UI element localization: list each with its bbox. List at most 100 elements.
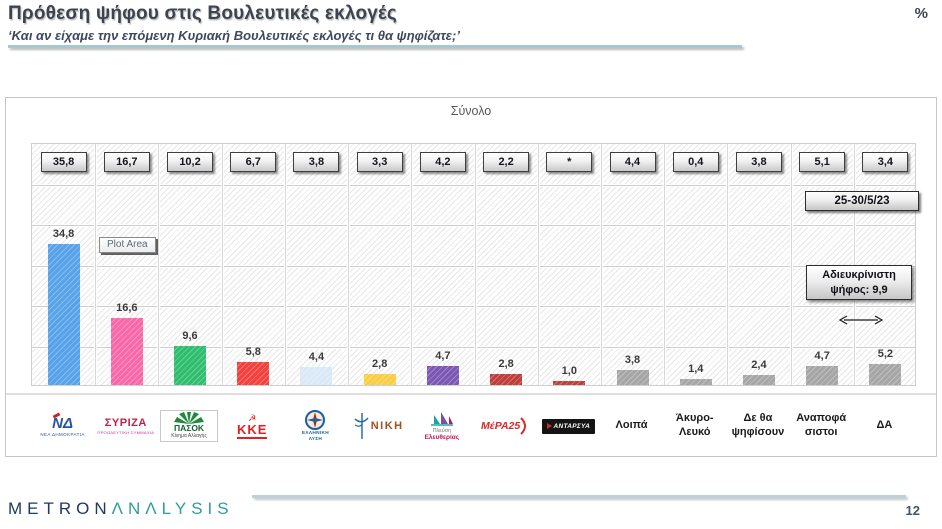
nd-logo-text: ΝΔ [52, 412, 73, 431]
header-value-box[interactable]: 4,2 [419, 152, 466, 172]
bar-11[interactable] [679, 379, 712, 385]
page-subtitle: ‘Και αν είχαμε την επόμενη Κυριακή Βουλε… [8, 28, 460, 43]
bar-10[interactable] [616, 369, 649, 385]
bar-8[interactable] [490, 373, 523, 385]
category-label-line: ψηφίσουν [731, 426, 785, 438]
pasok-sun-icon [174, 411, 205, 424]
bar-value-label: 2,8 [372, 357, 388, 370]
page-title: Πρόθεση ψήφου στις Βουλευτικές εκλογές [8, 3, 397, 24]
plot-area[interactable]: 25-30/5/23 Αδιευκρίνιστη ψήφος: 9,9 Plot… [31, 143, 919, 386]
plefsi-caption-2: Ελευθερίας [424, 433, 460, 441]
header-value-box[interactable]: 35,8 [40, 152, 87, 172]
kke-hammer-sickle-icon: ☭ [248, 412, 257, 423]
subtitle-rule [8, 45, 742, 48]
party-logo-cell: ☭ ΚΚΕ [221, 398, 284, 454]
bar-3[interactable] [174, 346, 207, 385]
bar-7[interactable] [426, 366, 459, 385]
brand-analysis: ΛNΛLYSIS [111, 499, 234, 518]
niki-logo: ΝΙΚΗ [354, 413, 404, 439]
gridline-vertical [158, 144, 160, 385]
plefsi-caption-1: Πλεύση [432, 427, 452, 434]
party-logo-cell: ΝΔ ΝΕΑ ΔΗΜΟΚΡΑΤΙΑ [31, 398, 94, 454]
bar-14[interactable] [869, 363, 902, 385]
chart-container[interactable]: Σύνολο 25-30/5/23 Αδιευκρίνιστη ψήφος: 9… [5, 97, 937, 457]
party-logo-cell: ΣΥΡΙΖΑ ΠΡΟΟΔΕΥΤΙΚΗ ΣΥΜΜΑΧΙΑ [94, 398, 157, 454]
header-value-box[interactable]: 16,7 [103, 152, 150, 172]
kke-logo-text: ΚΚΕ [237, 421, 268, 437]
header-value-box[interactable]: 3,3 [356, 152, 403, 172]
bar-value-label: 2,8 [498, 357, 514, 370]
category-label-line: Λευκό [679, 426, 711, 438]
gridline-vertical [95, 144, 97, 385]
metron-analysis-logo: METRONΛNΛLYSIS [8, 500, 234, 517]
kke-underline [237, 436, 268, 439]
bar-value-label: 2,4 [751, 359, 767, 372]
date-box[interactable]: 25-30/5/23 [805, 191, 919, 211]
category-label: Δε θα ψηφίσουν [726, 398, 789, 454]
syriza-caption: ΠΡΟΟΔΕΥΤΙΚΗ ΣΥΜΜΑΧΙΑ [97, 429, 155, 435]
category-label: ΔΑ [853, 398, 916, 454]
gridline-horizontal [32, 265, 915, 267]
nd-accent-mark [52, 412, 61, 418]
header-value-box[interactable]: 10,2 [167, 152, 214, 172]
category-label-line: Αναποφά [796, 412, 847, 425]
bar-value-label: 4,7 [435, 350, 451, 362]
gridline-vertical [284, 144, 286, 385]
gridline-horizontal [32, 225, 915, 226]
mera25-logo: ΜέΡΑ25 [481, 417, 529, 435]
undecided-line-2: ψήφος: 9,9 [830, 283, 888, 296]
bar-6[interactable] [363, 373, 396, 385]
bar-9[interactable] [553, 380, 586, 385]
bar-value-label: 4,4 [308, 351, 325, 364]
gridline-horizontal [32, 184, 915, 186]
group-label: Σύνολο [450, 104, 492, 118]
header-value-box[interactable]: 3,8 [293, 152, 340, 172]
undecided-line-1: Αδιευκρίνιστη [822, 269, 896, 282]
double-arrow-icon [838, 315, 884, 325]
niki-logo-text: ΝΙΚΗ [370, 420, 404, 432]
bar-5[interactable] [300, 367, 333, 385]
gridline-vertical [664, 144, 666, 385]
header-value-box[interactable]: 6,7 [230, 152, 277, 172]
plot-area-tooltip: Plot Area [99, 237, 156, 253]
header-value-box[interactable]: 2,2 [483, 152, 530, 172]
header-value-box[interactable]: * [546, 152, 593, 172]
bar-value-label: 1,4 [688, 363, 704, 376]
page-number: 12 [905, 503, 920, 518]
category-label-line: σιστοι [804, 426, 838, 438]
bar-12[interactable] [742, 375, 775, 385]
pasok-logo: ΠΑΣΟΚ Κίνημα Αλλαγής [160, 409, 219, 443]
plefsi-ship-icon [430, 411, 453, 426]
unit-symbol: % [914, 5, 928, 22]
gridline-vertical [411, 144, 413, 385]
bar-value-label: 16,6 [116, 301, 138, 314]
antarsya-logo-text: ΑΝΤΑΡΣΥΑ [553, 422, 591, 430]
bar-value-label: 4,7 [814, 350, 830, 362]
niki-emblem-icon [354, 413, 369, 439]
bar-value-label: 9,6 [182, 330, 198, 343]
antarsya-logo: ΑΝΤΑΡΣΥΑ [541, 418, 596, 434]
gridline-vertical [474, 144, 476, 385]
syriza-logo-text: ΣΥΡΙΖΑ [104, 417, 147, 430]
undecided-vote-box[interactable]: Αδιευκρίνιστη ψήφος: 9,9 [806, 265, 912, 300]
nd-caption: ΝΕΑ ΔΗΜΟΚΡΑΤΙΑ [40, 431, 85, 437]
header-value-box[interactable]: 3,4 [862, 152, 909, 172]
category-label-line: ΔΑ [876, 419, 893, 432]
header-value-box[interactable]: 0,4 [672, 152, 719, 172]
header-value-box[interactable]: 4,4 [609, 152, 656, 172]
antarsya-flag-icon [546, 423, 552, 429]
header-value-box[interactable]: 5,1 [799, 152, 846, 172]
bar-4[interactable] [237, 361, 270, 385]
bar-13[interactable] [806, 366, 839, 385]
mera25-swoosh-icon [520, 417, 527, 435]
bar-1[interactable] [47, 244, 80, 385]
brand-metron: METRON [8, 499, 112, 518]
header-value-box[interactable]: 3,8 [735, 152, 782, 172]
party-logo-cell: ΕΛΛΗΝΙΚΗ ΛΥΣΗ [284, 398, 347, 454]
bar-2[interactable] [110, 317, 143, 385]
gridline-vertical [853, 144, 855, 385]
bar-value-label: 1,0 [561, 364, 577, 377]
category-label: Λοιπά [600, 398, 663, 454]
mera25-logo-text: ΜέΡΑ25 [480, 420, 521, 432]
